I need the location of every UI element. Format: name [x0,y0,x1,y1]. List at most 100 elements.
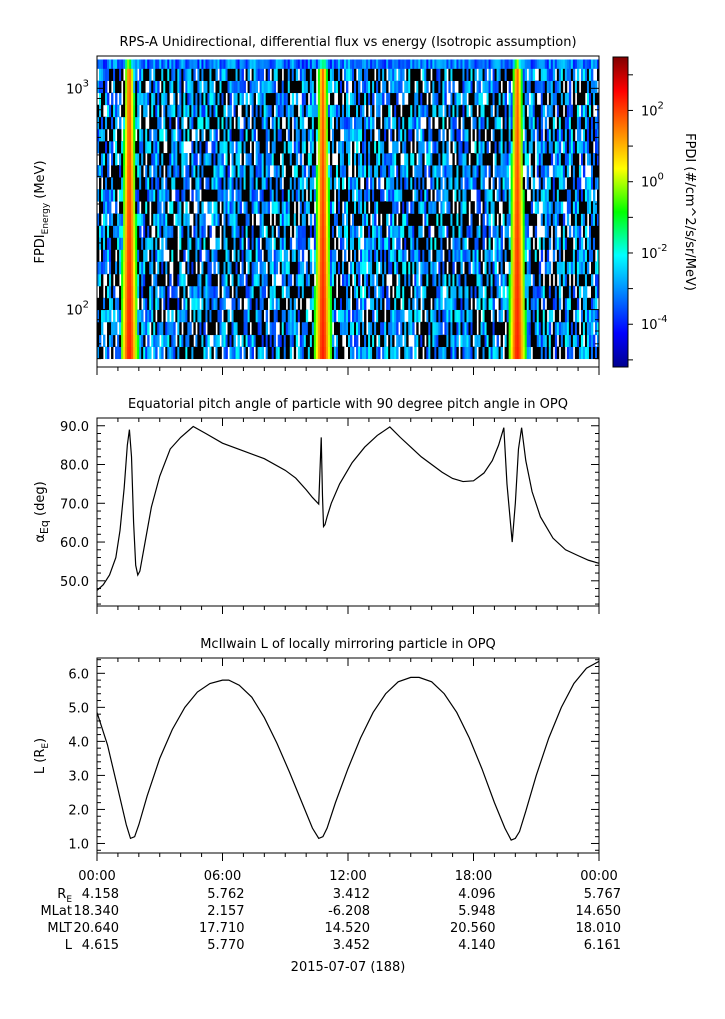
spectrogram-cell [239,201,242,214]
spectrogram-cell [191,104,194,118]
spectrogram-cell [243,104,246,118]
spectrogram-cell [554,213,558,226]
spectrogram-cell [215,141,218,154]
spectrogram-cell [135,334,138,348]
spectrogram-cell [558,213,562,226]
spectrogram-cell [217,213,220,226]
spectrogram-cell [472,80,475,94]
spectrogram-cell [275,261,279,275]
spectrogram-cell [576,104,580,118]
spectrogram-cell [538,346,542,360]
spectrogram-cell [199,225,202,238]
spectrogram-cell [221,334,224,348]
spectrogram-cell [225,249,228,262]
spectrogram-cell [273,334,277,348]
spectrogram-cell [568,309,572,323]
spectrogram-cell [594,273,598,287]
spectrogram-cell [372,321,375,336]
spectrogram-cell [534,80,538,94]
spectrogram-cell [149,346,152,360]
spectrogram-cell [584,273,588,287]
spectrogram-cell [259,309,263,323]
spectrogram-cell [362,346,365,360]
spectrogram-cell [348,346,351,360]
spectrogram-cell [321,201,325,214]
spectrogram-cell [384,285,387,299]
spectrogram-cell [303,141,307,154]
spectrogram-cell [526,128,530,142]
spectrogram-cell [512,346,516,360]
spectrogram-cell [335,80,339,94]
spectrogram-cell [141,177,144,190]
spectrogram-cell [179,116,182,130]
spectrogram-cell [131,104,134,118]
spectrogram-cell [514,273,518,287]
spectrogram-cell [378,309,381,323]
spectrogram-cell [243,346,246,360]
spectrogram-cell [269,273,273,287]
spectrogram-cell [498,249,501,262]
spectrogram-cell [450,165,453,178]
spectrogram-cell [303,80,307,94]
spectrogram-cell [464,273,467,287]
spectrogram-cell [578,261,582,275]
spectrogram-cell [191,153,194,166]
spectrogram-cell [185,346,188,360]
spectrogram-cell [223,297,226,310]
spectrogram-cell [247,249,250,262]
spectrogram-cell [113,116,116,130]
spectrogram-cell [388,225,391,238]
spectrogram-cell [512,80,516,94]
spectrogram-cell [580,80,584,94]
spectrogram-cell [438,297,441,310]
spectrogram-cell [337,141,341,154]
spectrogram-cell [153,285,156,299]
spectrogram-cell [119,141,122,154]
spectrogram-cell [231,141,234,154]
spectrogram-cell [494,153,497,166]
spectrogram-cell [99,334,102,348]
spectrogram-cell [406,273,409,287]
spectrogram-cell [163,285,166,299]
spectrogram-cell [197,346,200,360]
spectrogram-cell [488,104,491,118]
spectrogram-cell [337,225,341,238]
spectrogram-cell [550,189,554,202]
spectrogram-cell [213,261,216,275]
spectrogram-cell [366,177,369,190]
spectrogram-cell [358,92,361,106]
spectrogram-cell [550,309,554,323]
spectrogram-cell [370,165,373,178]
spectrogram-cell [442,141,445,154]
spectrogram-cell [189,334,192,348]
spectrogram-cell [109,309,112,323]
spectrogram-cell [416,249,419,262]
spectrogram-cell [508,80,511,94]
spectrogram-cell [323,153,327,166]
spectrogram-cell [486,128,489,142]
spectrogram-cell [99,189,102,202]
spectrogram-cell [329,249,333,262]
spectrogram-cell [215,116,218,130]
spectrogram-cell [137,249,140,262]
spectrogram-cell [492,116,495,130]
spectrogram-cell [223,128,226,142]
spectrogram-cell [474,261,477,275]
spectrogram-cell [590,104,594,118]
spectrogram-cell [350,92,353,106]
spectrogram-cell [350,334,353,348]
spectrogram-cell [223,92,226,106]
spectrogram-cell [584,128,588,142]
spectrogram-cell [558,334,562,348]
spectrogram-cell [175,80,178,94]
spectrogram-cell [301,141,305,154]
spectrogram-cell [337,80,341,94]
spectrogram-cell [564,309,568,323]
spectrogram-cell [392,165,395,178]
spectrogram-cell [572,141,576,154]
spectrogram-cell [520,237,524,250]
spectrogram-cell [518,237,522,250]
spectrogram-cell [113,309,116,323]
spectrogram-cell [574,80,578,94]
spectrogram-cell [472,165,475,178]
